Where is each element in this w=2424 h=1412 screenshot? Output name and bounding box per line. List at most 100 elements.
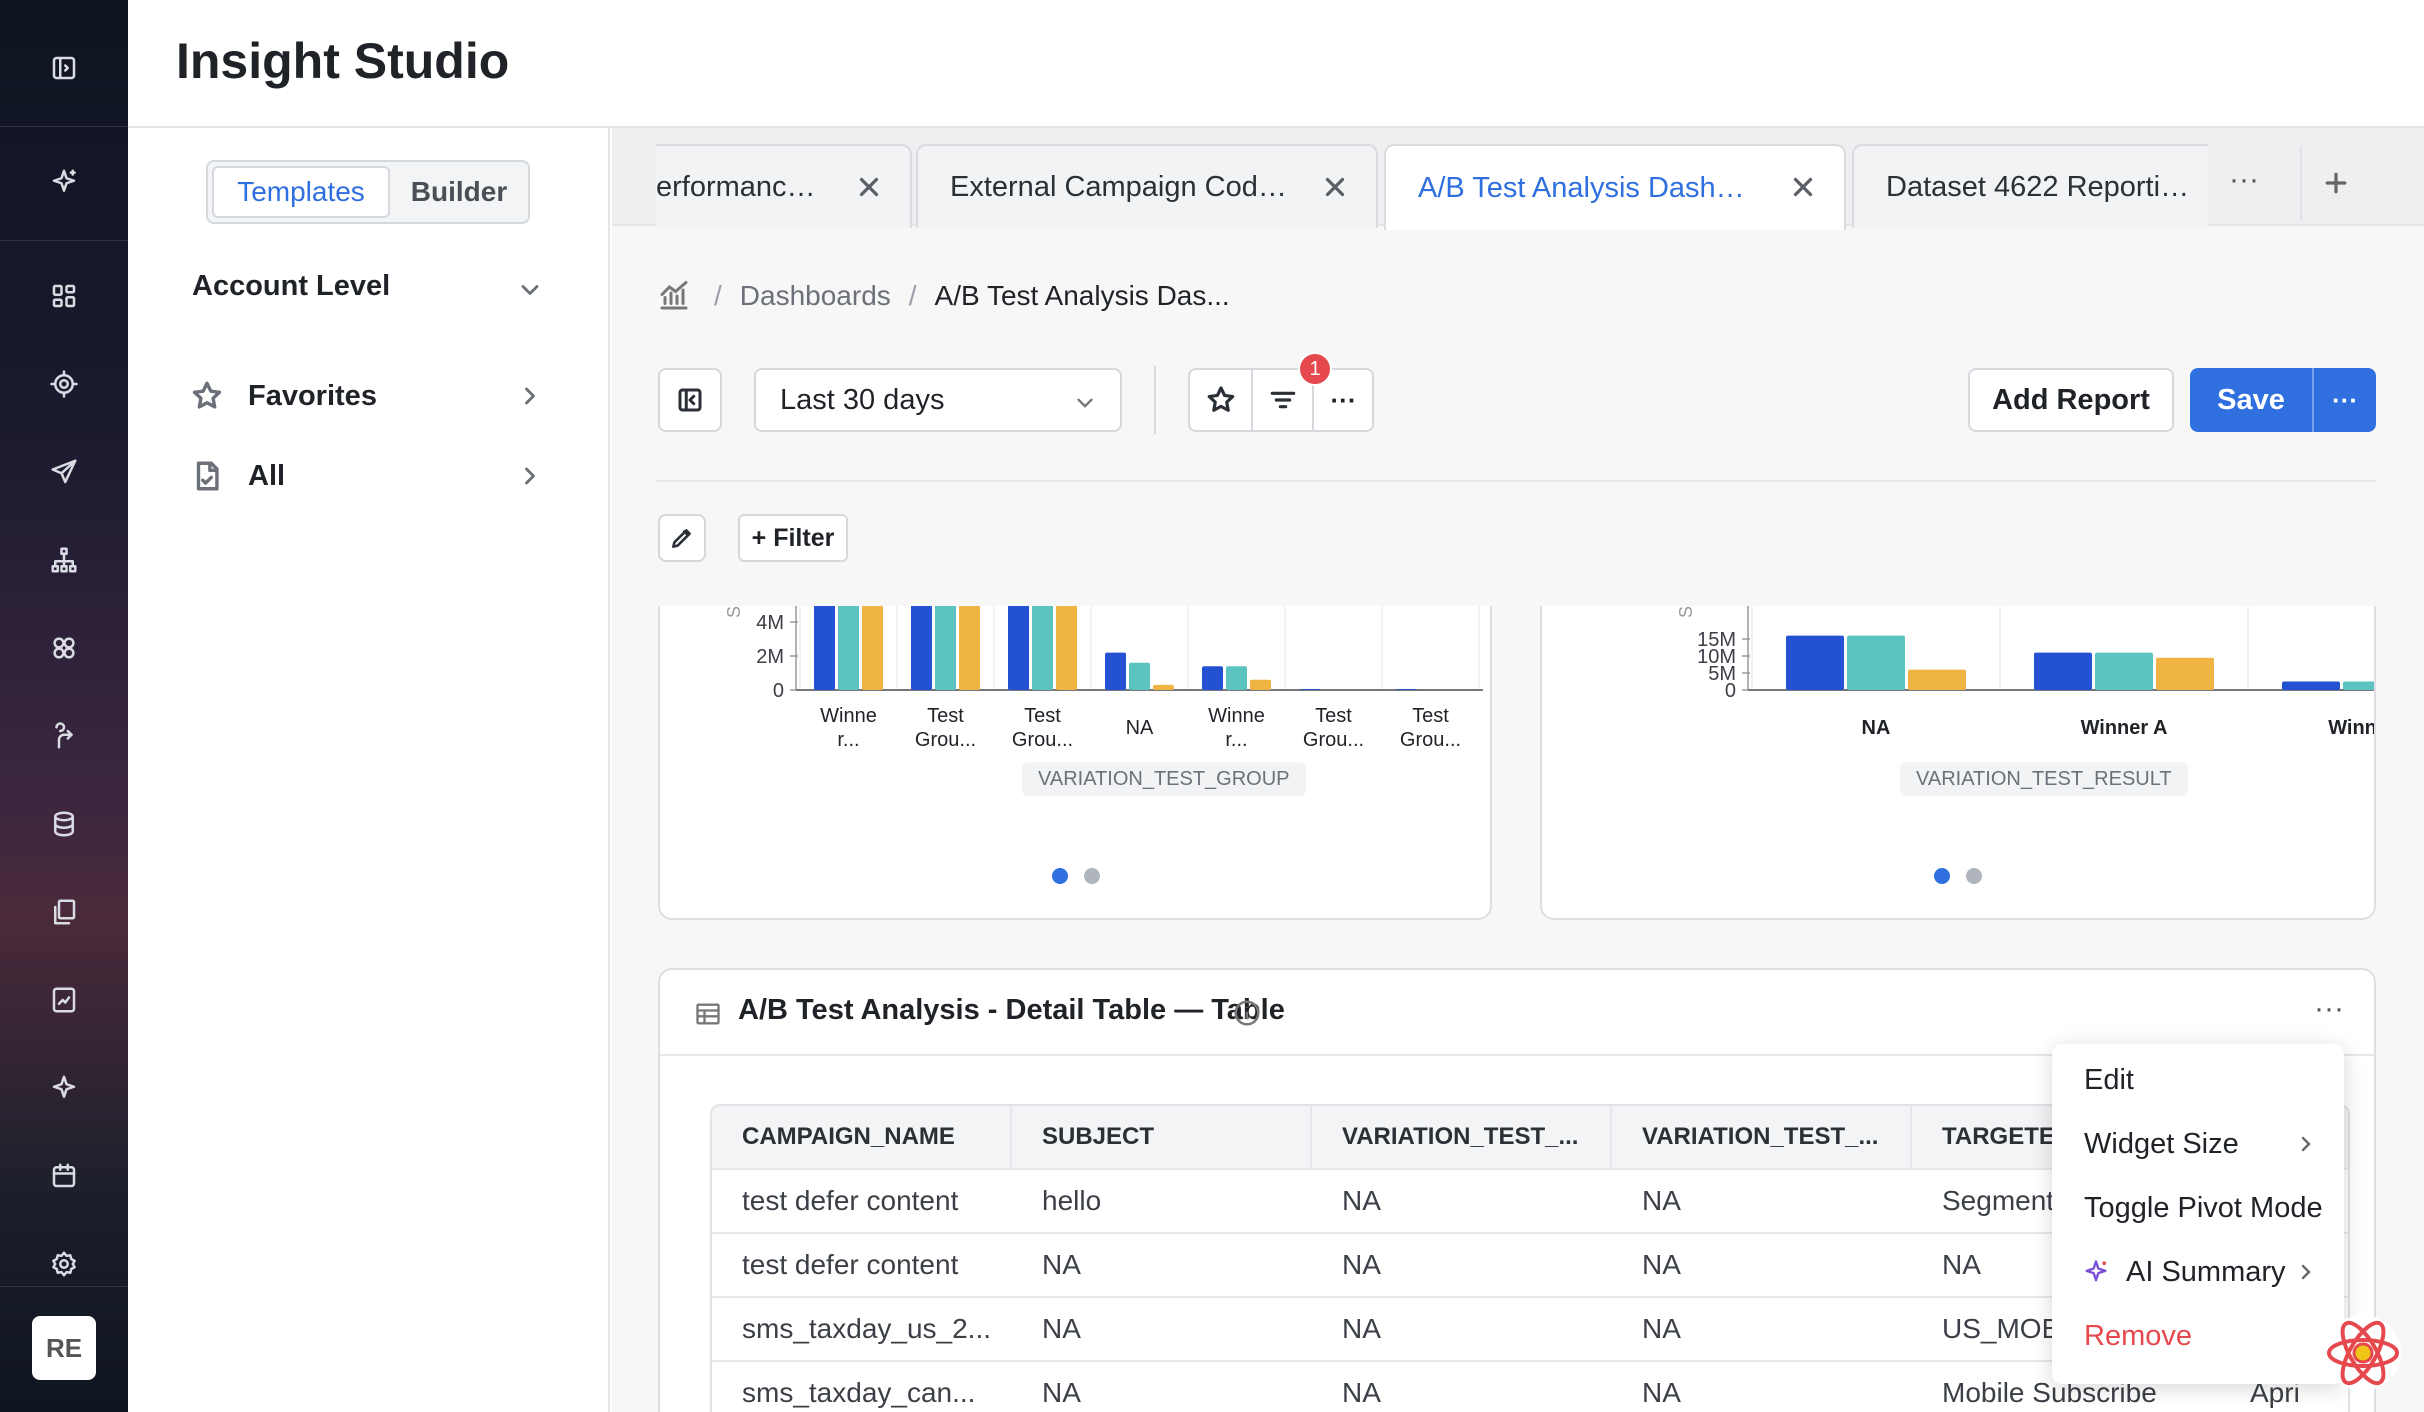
table-cell: NA [1642,1185,1681,1216]
account-level-label[interactable]: Account Level [192,270,391,302]
column-header[interactable]: VARIATION_TEST_... [1612,1106,1912,1168]
sidebar-toggle-icon[interactable] [40,44,88,92]
route-icon[interactable] [40,712,88,760]
menu-item-edit[interactable]: Edit [2084,1064,2134,1096]
filter-toggle-button[interactable] [1251,370,1312,430]
save-button-group: Save ··· [2190,368,2376,432]
analytics-icon[interactable] [656,278,692,314]
calendar-icon[interactable] [40,1152,88,1200]
sparkle-icon[interactable] [40,1064,88,1112]
chevron-right-icon [2294,1260,2318,1289]
close-icon[interactable] [854,172,884,210]
info-icon[interactable] [1232,998,1262,1033]
chevron-down-icon[interactable] [516,276,544,309]
bar [2343,681,2374,690]
more-actions-button[interactable]: ··· [1312,370,1373,430]
pager-dot[interactable] [1084,868,1100,884]
close-icon[interactable] [1320,172,1350,210]
chevron-right-icon[interactable] [516,382,544,415]
nav-item-all[interactable]: All [190,454,285,498]
widget-context-menu: Edit Widget Size Toggle Pivot Mode AI Su… [2052,1044,2344,1384]
save-button[interactable]: Save [2217,383,2285,416]
copy-icon[interactable] [40,888,88,936]
y-axis-label: S [1676,606,1696,618]
tab-external-campaign[interactable]: External Campaign Code ... [916,144,1378,228]
table-cell: NA [1642,1313,1681,1344]
favorite-button[interactable] [1190,370,1251,430]
hierarchy-icon[interactable] [40,536,88,584]
table-icon [694,1000,722,1033]
breadcrumb-dashboards-link[interactable]: Dashboards [739,280,891,311]
x-axis-label: VARIATION_TEST_RESULT [1900,762,2188,796]
chevron-right-icon[interactable] [516,462,544,495]
bar [1032,606,1053,690]
widget-more-button[interactable]: ··· [2314,992,2344,1025]
pager-dot[interactable] [1966,868,1982,884]
collapse-panel-button[interactable] [658,368,722,432]
devtools-react-icon[interactable] [2322,1312,2404,1394]
x-tick-label: Winne [1208,705,1265,727]
target-icon[interactable] [40,360,88,408]
nav-item-favorites[interactable]: Favorites [190,374,377,418]
column-header[interactable]: SUBJECT [1012,1106,1312,1168]
builder-tab[interactable]: Builder [410,176,508,207]
table-row[interactable]: test defer content hello NA NA Segment [712,1170,2348,1234]
sparkle-icon[interactable] [40,158,88,206]
menu-item-remove[interactable]: Remove [2084,1320,2192,1352]
menu-item-toggle-pivot-mode[interactable]: Toggle Pivot Mode [2084,1192,2323,1224]
settings-icon[interactable] [40,1240,88,1288]
chevron-right-icon [2294,1132,2318,1161]
add-report-button[interactable]: Add Report [1968,368,2174,432]
tab-performance[interactable]: erformance ... [656,144,912,228]
app-rail: RE [0,0,128,1412]
save-more-button[interactable]: ··· [2312,368,2376,432]
x-tick-label: NA [1862,717,1891,739]
tab-dataset-4622[interactable]: Dataset 4622 Reporting ... [1852,144,2208,228]
table-row[interactable]: sms_taxday_us_2... NA NA NA US_MOB [712,1298,2348,1362]
star-icon [1207,386,1234,412]
breadcrumb: / Dashboards / A/B Test Analysis Das... [656,274,1230,318]
bar [1153,684,1174,690]
bar [1056,606,1077,690]
send-icon[interactable] [40,448,88,496]
x-axis-label: VARIATION_TEST_GROUP [1022,762,1306,796]
table-cell: US_MOB [1942,1313,2061,1344]
date-range-select[interactable]: Last 30 days [754,368,1122,432]
bar [1786,635,1844,690]
table-row[interactable]: test defer content NA NA NA NA [712,1234,2348,1298]
x-tick-label: Grou... [1400,729,1461,751]
pager-dot[interactable] [1052,868,1068,884]
add-filter-button[interactable]: + Filter [738,514,848,562]
table-cell: NA [1342,1249,1381,1280]
y-tick-label: 2M [756,646,784,668]
x-tick-label: Grou... [915,729,976,751]
database-icon[interactable] [40,800,88,848]
app-title: Insight Studio [176,33,510,89]
close-icon[interactable] [1788,172,1818,210]
table-cell: Segment [1942,1185,2055,1216]
tab-ab-test-analysis[interactable]: A/B Test Analysis Dashbo... [1384,144,1846,230]
avatar[interactable]: RE [32,1316,96,1380]
report-icon[interactable] [40,976,88,1024]
tab-overflow-button[interactable]: ··· [2229,163,2259,196]
widget-header: A/B Test Analysis - Detail Table — Table… [660,970,2374,1056]
templates-tab[interactable]: Templates [212,166,390,218]
column-header[interactable]: CAMPAIGN_NAME [712,1106,1012,1168]
x-tick-label: Grou... [1303,729,1364,751]
menu-item-ai-summary[interactable]: AI Summary [2126,1256,2286,1288]
add-tab-button[interactable] [2300,146,2370,220]
menu-item-widget-size[interactable]: Widget Size [2084,1128,2239,1160]
table-row[interactable]: sms_taxday_can... NA NA NA Mobile Subscribe A… [712,1362,2348,1412]
x-tick-label: Winner A [2081,717,2168,739]
pager-dot[interactable] [1934,868,1950,884]
bar [1105,652,1126,690]
nav-item-label: Favorites [248,379,377,412]
edit-filters-button[interactable] [658,514,706,562]
grid-icon[interactable] [40,272,88,320]
column-header[interactable]: TARGETED [1912,1106,2348,1168]
apps-icon[interactable] [40,624,88,672]
column-header[interactable]: VARIATION_TEST_... [1312,1106,1612,1168]
y-tick-label: 4M [756,612,784,634]
